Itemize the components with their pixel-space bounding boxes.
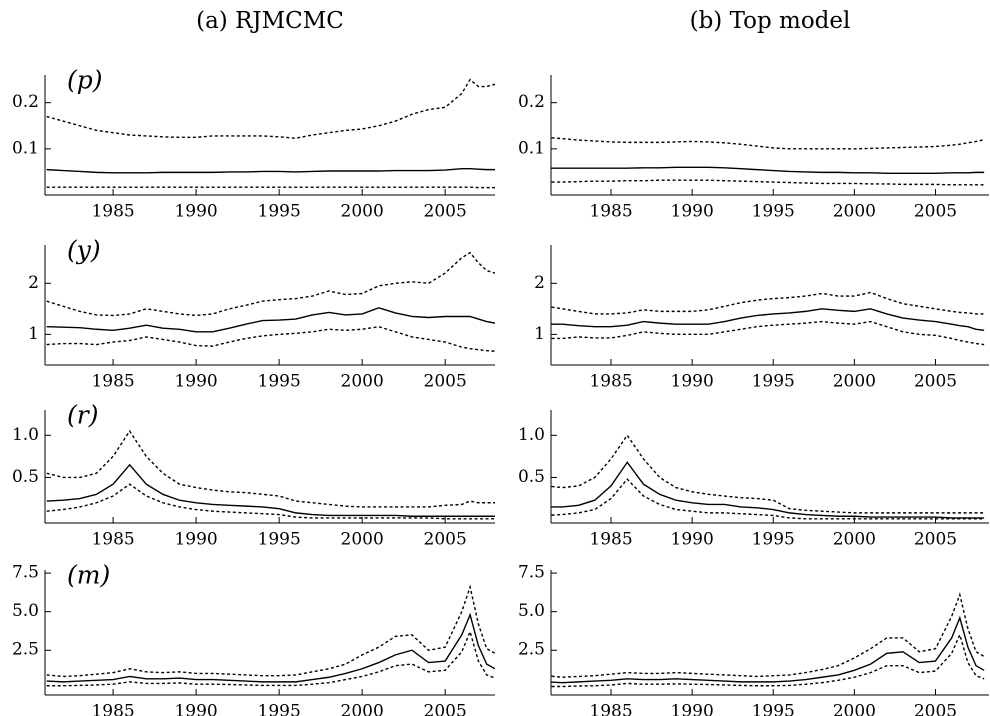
- x-tick-label: 1985: [589, 530, 632, 550]
- x-tick-label: 2005: [914, 702, 957, 716]
- y-tick-label: 7.5: [12, 563, 39, 583]
- y-tick-label: 2.5: [518, 640, 545, 660]
- x-tick-label: 2000: [833, 530, 876, 550]
- band-line: [46, 629, 495, 687]
- y-tick-label: 1.0: [518, 425, 545, 445]
- x-tick-label: 1995: [258, 530, 301, 550]
- x-tick-label: 1990: [671, 372, 714, 392]
- y-tick-label: 1: [28, 324, 39, 344]
- x-tick-label: 2005: [914, 372, 957, 392]
- y-tick-label: 2.5: [12, 640, 39, 660]
- band-line: [551, 632, 985, 688]
- band-line: [46, 325, 495, 352]
- x-tick-label: 1990: [174, 702, 217, 716]
- x-tick-label: 2005: [914, 530, 957, 550]
- x-tick-label: 2005: [424, 530, 467, 550]
- median-line: [551, 461, 985, 519]
- y-tick-label: 0.1: [12, 138, 39, 158]
- band-line: [551, 592, 985, 678]
- band-line: [46, 78, 495, 139]
- x-tick-label: 1990: [174, 530, 217, 550]
- plot-area: [551, 291, 985, 346]
- x-tick-label: 1995: [752, 202, 795, 222]
- plot-area: [46, 429, 495, 520]
- band-line: [551, 434, 985, 514]
- median-line: [551, 615, 985, 684]
- y-tick-label: 2: [28, 273, 39, 293]
- band-line: [46, 483, 495, 520]
- plot-area: [46, 584, 495, 687]
- y-tick-label: 1.0: [12, 425, 39, 445]
- y-tick-label: 0.1: [518, 138, 545, 158]
- band-line: [551, 179, 985, 186]
- x-tick-label: 2005: [424, 702, 467, 716]
- x-tick-label: 2000: [341, 530, 384, 550]
- plot-area: [551, 592, 985, 688]
- x-tick-label: 1985: [589, 202, 632, 222]
- x-tick-label: 2005: [914, 202, 957, 222]
- x-tick-label: 1990: [671, 530, 714, 550]
- median-line: [551, 308, 985, 331]
- panel-label: (y): [67, 236, 101, 265]
- y-tick-label: 0.5: [518, 467, 545, 487]
- column-title: (a) RJMCMC: [196, 8, 344, 34]
- x-tick-label: 1995: [752, 702, 795, 716]
- band-line: [551, 478, 985, 520]
- band-line: [551, 291, 985, 315]
- panel-label: (r): [67, 401, 98, 430]
- band-line: [551, 137, 985, 150]
- x-tick-label: 2000: [341, 372, 384, 392]
- plot-area: [46, 78, 495, 189]
- y-tick-label: 7.5: [518, 563, 545, 583]
- panel-label: (p): [67, 66, 103, 95]
- x-tick-label: 1990: [174, 202, 217, 222]
- x-tick-label: 2005: [424, 202, 467, 222]
- x-tick-label: 1985: [589, 372, 632, 392]
- x-tick-label: 1985: [589, 702, 632, 716]
- y-tick-label: 5.0: [12, 601, 39, 621]
- median-line: [551, 166, 985, 175]
- x-tick-label: 1985: [91, 530, 134, 550]
- y-tick-label: 1: [534, 324, 545, 344]
- band-line: [46, 584, 495, 678]
- x-tick-label: 1990: [174, 372, 217, 392]
- x-tick-label: 1985: [91, 702, 134, 716]
- x-tick-label: 1985: [91, 372, 134, 392]
- band-line: [46, 429, 495, 508]
- y-tick-label: 0.2: [518, 92, 545, 112]
- y-tick-label: 0.5: [12, 467, 39, 487]
- median-line: [46, 307, 495, 333]
- x-tick-label: 2000: [341, 702, 384, 716]
- x-tick-label: 2000: [833, 202, 876, 222]
- x-tick-label: 1985: [91, 202, 134, 222]
- median-line: [46, 167, 495, 174]
- plot-area: [551, 137, 985, 186]
- x-tick-label: 1995: [752, 372, 795, 392]
- median-line: [46, 612, 495, 683]
- x-tick-label: 2000: [833, 702, 876, 716]
- x-tick-label: 1990: [671, 702, 714, 716]
- x-tick-label: 2000: [341, 202, 384, 222]
- x-tick-label: 1995: [258, 372, 301, 392]
- column-title: (b) Top model: [690, 8, 851, 34]
- x-tick-label: 1995: [258, 202, 301, 222]
- x-tick-label: 1995: [752, 530, 795, 550]
- band-line: [46, 251, 495, 317]
- x-tick-label: 1990: [671, 202, 714, 222]
- panel-label: (m): [67, 561, 110, 590]
- y-tick-label: 0.2: [12, 92, 39, 112]
- y-tick-label: 5.0: [518, 601, 545, 621]
- plot-area: [46, 251, 495, 352]
- x-tick-label: 2000: [833, 372, 876, 392]
- x-tick-label: 1995: [258, 702, 301, 716]
- y-tick-label: 2: [534, 273, 545, 293]
- median-line: [46, 463, 495, 517]
- x-tick-label: 2005: [424, 372, 467, 392]
- plot-area: [551, 434, 985, 520]
- band-line: [551, 320, 985, 346]
